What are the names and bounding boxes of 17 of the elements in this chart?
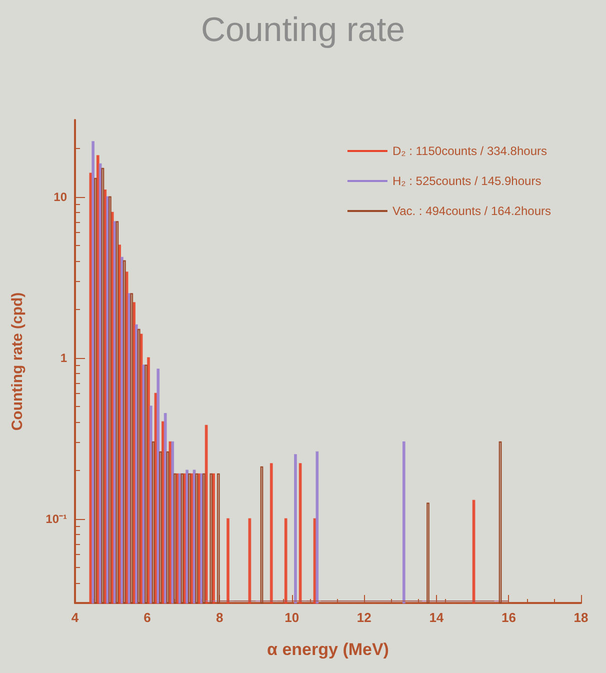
y-axis-title: Counting rate (cpd) — [9, 292, 26, 431]
x-tick-label: 10 — [284, 610, 300, 625]
y-tick-label: 1 — [60, 350, 68, 365]
chart-title: Counting rate — [200, 11, 406, 49]
x-tick-label: 18 — [574, 610, 588, 625]
x-tick-label: 12 — [356, 610, 372, 625]
y-tick-label: 10 — [54, 190, 68, 204]
legend-label: H₂ : 525counts / 145.9hours — [392, 174, 542, 188]
legend-label: D₂ : 1150counts / 334.8hours — [392, 144, 547, 158]
x-tick-label: 14 — [429, 610, 444, 625]
y-tick-label: 10⁻¹ — [46, 512, 68, 526]
x-tick-label: 16 — [501, 610, 516, 625]
legend-label: Vac. : 494counts / 164.2hours — [392, 204, 552, 218]
x-axis-title: α energy (MeV) — [267, 640, 389, 659]
x-tick-label: 4 — [71, 610, 80, 625]
x-tick-label: 8 — [216, 610, 224, 625]
x-tick-label: 6 — [144, 610, 151, 625]
